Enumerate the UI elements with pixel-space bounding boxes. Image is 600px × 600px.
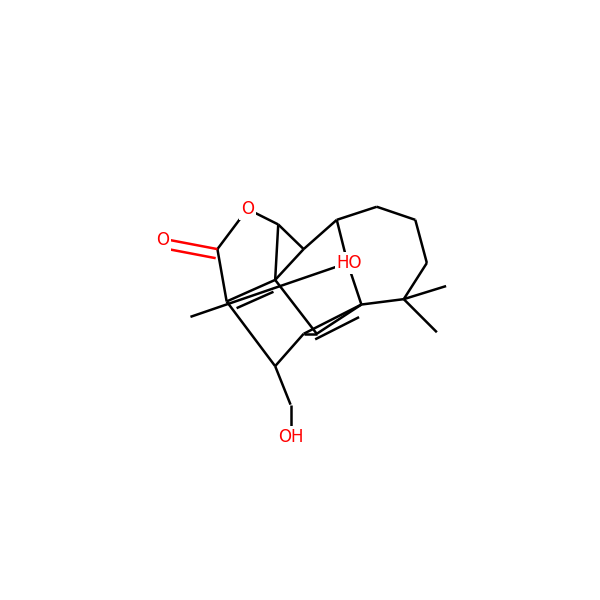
Text: HO: HO xyxy=(337,254,362,272)
Text: O: O xyxy=(156,231,169,249)
Text: OH: OH xyxy=(278,428,304,446)
Text: O: O xyxy=(241,200,254,218)
